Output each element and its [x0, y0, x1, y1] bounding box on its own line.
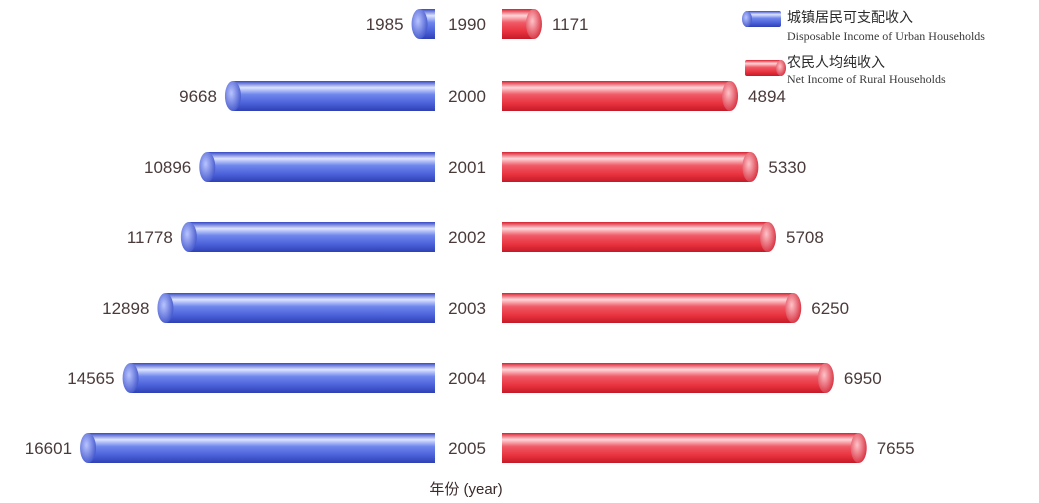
urban-bar: [207, 152, 435, 182]
urban-bar-cap: [411, 9, 428, 39]
rural-bar-cap: [817, 363, 834, 393]
rural-bar: [502, 222, 768, 252]
urban-bar: [232, 81, 435, 111]
legend-label-urban-en: Disposable Income of Urban Households: [787, 29, 985, 43]
legend-label-urban-cn: 城镇居民可支配收入: [787, 10, 913, 26]
rural-bar: [502, 293, 794, 323]
legend-swatch-urban-cap: [742, 11, 752, 27]
urban-bar: [130, 363, 436, 393]
urban-bar-cap: [80, 433, 97, 463]
legend: 城镇居民可支配收入 Disposable Income of Urban Hou…: [742, 10, 985, 86]
rural-bar: [502, 152, 751, 182]
rural-value-label: 1171: [552, 15, 589, 34]
rural-bar: [502, 81, 731, 111]
legend-item-urban: 城镇居民可支配收入 Disposable Income of Urban Hou…: [742, 10, 985, 43]
rural-bar-cap: [525, 9, 542, 39]
urban-bar-cap: [157, 293, 174, 323]
rural-value-label: 5708: [786, 228, 824, 247]
rural-bar-cap: [850, 433, 867, 463]
urban-value-label: 9668: [179, 87, 217, 106]
rural-value-label: 6950: [844, 369, 882, 388]
urban-bar-cap: [180, 222, 197, 252]
year-label: 2002: [448, 228, 486, 247]
rural-bar-cap: [742, 152, 759, 182]
year-label: 2003: [448, 299, 486, 318]
urban-value-label: 16601: [25, 439, 72, 458]
urban-value-label: 12898: [102, 299, 149, 318]
urban-bar-cap: [199, 152, 216, 182]
rural-value-label: 6250: [811, 299, 849, 318]
bars-layer: [80, 9, 867, 463]
urban-value-label: 14565: [67, 369, 114, 388]
rural-value-label: 5330: [768, 158, 806, 177]
legend-item-rural: 农民人均纯收入 Net Income of Rural Households: [745, 55, 946, 86]
urban-bar: [188, 222, 435, 252]
year-label: 2001: [448, 158, 486, 177]
year-label: 2004: [448, 369, 486, 388]
legend-swatch-rural: [745, 60, 781, 76]
legend-label-rural-en: Net Income of Rural Households: [787, 72, 946, 86]
urban-bar-cap: [224, 81, 241, 111]
urban-value-label: 10896: [144, 158, 191, 177]
rural-value-label: 7655: [877, 439, 915, 458]
year-label: 2000: [448, 87, 486, 106]
rural-bar-cap: [759, 222, 776, 252]
x-axis-label: 年份 (year): [429, 481, 502, 498]
rural-bar-cap: [785, 293, 802, 323]
urban-value-label: 11778: [127, 228, 173, 247]
legend-swatch-urban: [745, 11, 781, 27]
urban-bar-cap: [122, 363, 139, 393]
urban-value-label: 1985: [366, 15, 404, 34]
rural-value-label: 4894: [748, 87, 786, 106]
legend-label-rural-cn: 农民人均纯收入: [787, 55, 885, 71]
rural-bar: [502, 433, 859, 463]
urban-bar: [165, 293, 435, 323]
year-label: 1990: [448, 15, 486, 34]
urban-bar: [88, 433, 436, 463]
rural-bar: [502, 363, 826, 393]
legend-swatch-rural-cap: [776, 60, 786, 76]
year-label: 2005: [448, 439, 486, 458]
rural-bar-cap: [722, 81, 739, 111]
labels-layer: 1985 1171 1990 9668 4894 2000 10896 5330 2001 117…: [25, 15, 915, 458]
